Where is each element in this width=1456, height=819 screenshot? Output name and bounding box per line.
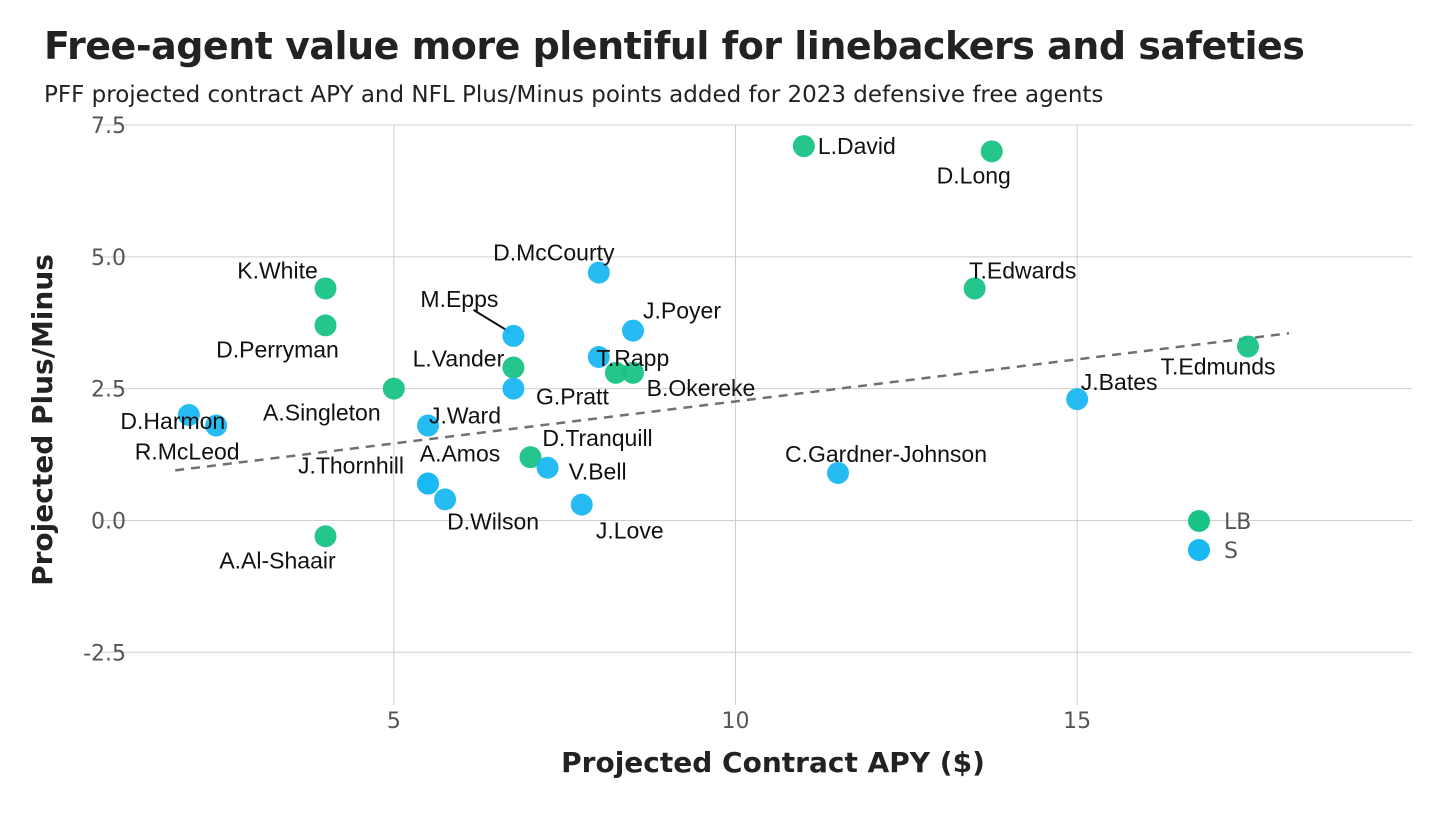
data-point-lb	[792, 135, 815, 158]
point-label: D.Perryman	[216, 336, 339, 362]
data-point-s	[587, 261, 610, 284]
data-point-s	[417, 472, 439, 495]
data-point-s	[502, 324, 525, 347]
point-label: C.Gardner-Johnson	[785, 441, 987, 467]
point-label: D.McCourty	[493, 240, 615, 266]
data-point-s	[177, 404, 200, 426]
leader-line-m-epps	[472, 309, 510, 333]
point-label: J.Bates	[1081, 369, 1158, 395]
point-label: B.Okereke	[647, 375, 756, 401]
point-label: D.Harmon	[120, 408, 225, 434]
point-label: R.McLeod	[135, 439, 240, 465]
data-point-lb	[314, 277, 337, 300]
x-tick-label: 10	[722, 709, 750, 734]
point-label: T.Rapp	[596, 345, 669, 371]
grid-layer	[100, 124, 1412, 705]
y-tick-label: 7.5	[91, 114, 126, 139]
data-point-s	[434, 488, 457, 511]
label-layer: L.David D.Long T.Edwards T.Edmunds K.White D.…	[120, 133, 1275, 573]
point-label: D.Tranquill	[542, 425, 652, 451]
data-point-s	[570, 493, 593, 516]
data-point-s	[827, 462, 849, 484]
legend-label-lb: LB	[1224, 510, 1251, 535]
data-point-lb	[519, 446, 542, 469]
point-label: M.Epps	[420, 286, 498, 312]
data-point-lb	[622, 361, 644, 384]
data-point-lb	[314, 525, 337, 548]
x-tick-label: 15	[1063, 709, 1091, 734]
y-tick-label: -2.5	[83, 641, 126, 666]
point-label: A.Amos	[420, 441, 501, 467]
data-point-lb	[1237, 335, 1259, 358]
point-label: A.Singleton	[263, 400, 381, 426]
point-label: T.Edmunds	[1160, 353, 1275, 379]
data-point-lb	[604, 361, 627, 384]
point-label: L.Vander	[413, 346, 505, 372]
legend: LB S	[1188, 510, 1251, 564]
legend-swatch-lb	[1188, 510, 1210, 532]
data-point-lb	[502, 356, 525, 379]
data-point-s	[536, 456, 559, 479]
point-label: L.David	[818, 133, 896, 159]
data-point-lb	[963, 277, 986, 300]
data-point-s	[622, 319, 644, 342]
point-label: K.White	[237, 257, 318, 283]
y-axis-title: Projected Plus/Minus	[26, 254, 59, 586]
point-label: V.Bell	[569, 459, 627, 485]
trend-line	[175, 332, 1290, 472]
chart-title: Free-agent value more plentiful for line…	[44, 24, 1305, 68]
leader-layer	[472, 309, 510, 333]
data-point-lb	[980, 140, 1003, 163]
data-point-s	[587, 346, 610, 368]
data-point-s	[417, 414, 439, 437]
trend-layer	[175, 332, 1290, 472]
point-label: J.Love	[596, 518, 664, 544]
legend-label-s: S	[1224, 539, 1238, 564]
y-tick-label: 2.5	[91, 378, 126, 403]
data-point-s	[205, 414, 228, 437]
y-tick-label: 0.0	[91, 509, 126, 534]
point-label: T.Edwards	[969, 257, 1076, 283]
point-label: D.Wilson	[447, 508, 539, 534]
point-label: G.Pratt	[536, 384, 609, 410]
point-layer	[177, 135, 1259, 548]
point-label: J.Poyer	[643, 298, 721, 324]
point-label: J.Ward	[429, 403, 501, 429]
legend-swatch-s	[1188, 539, 1210, 561]
axis-layer: 5 10 15 -2.5 0.0 2.5 5.0 7.5 Projected Contract …	[26, 114, 1091, 779]
data-point-lb	[314, 314, 337, 337]
point-label: D.Long	[937, 162, 1011, 188]
chart-subtitle: PFF projected contract APY and NFL Plus/…	[44, 82, 1104, 108]
data-point-s	[502, 377, 525, 400]
data-point-s	[1066, 388, 1089, 411]
point-label: A.Al-Shaair	[219, 547, 336, 573]
point-label: J.Thornhill	[298, 453, 404, 479]
y-tick-label: 5.0	[91, 246, 126, 271]
x-axis-title: Projected Contract APY ($)	[561, 746, 985, 779]
data-point-lb	[382, 377, 405, 400]
x-tick-label: 5	[387, 709, 401, 734]
